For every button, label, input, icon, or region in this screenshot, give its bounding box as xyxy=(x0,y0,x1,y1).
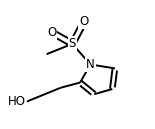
Text: S: S xyxy=(69,37,76,50)
Text: HO: HO xyxy=(8,95,26,108)
Text: O: O xyxy=(79,15,89,28)
Text: O: O xyxy=(47,26,56,39)
Text: N: N xyxy=(86,58,95,71)
